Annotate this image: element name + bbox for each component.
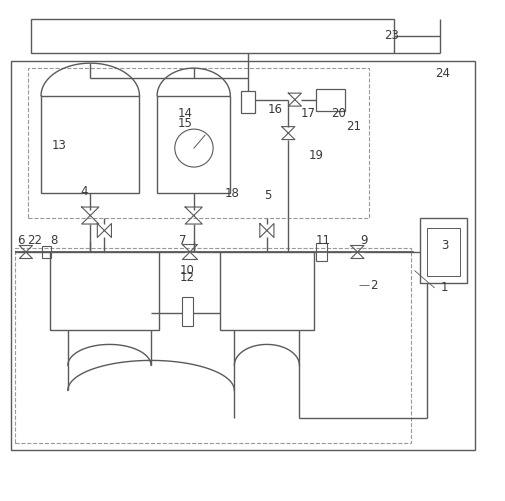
Text: 22: 22 — [27, 234, 42, 247]
Bar — [182, 298, 193, 327]
Bar — [426, 227, 459, 277]
Text: 19: 19 — [308, 149, 323, 162]
Bar — [240, 91, 255, 113]
Text: 5: 5 — [264, 189, 271, 202]
Text: 6: 6 — [17, 234, 25, 247]
Text: 3: 3 — [440, 239, 447, 252]
Bar — [50, 252, 159, 331]
Text: 16: 16 — [267, 103, 282, 116]
Bar — [220, 252, 313, 331]
Bar — [419, 218, 467, 283]
Text: 7: 7 — [178, 234, 186, 247]
Text: 23: 23 — [384, 29, 398, 42]
Text: 8: 8 — [50, 234, 57, 247]
Bar — [42, 246, 51, 258]
Text: 1: 1 — [440, 282, 447, 295]
Text: 18: 18 — [224, 186, 239, 199]
Text: 10: 10 — [180, 264, 194, 277]
Bar — [316, 89, 344, 111]
Text: 11: 11 — [316, 234, 330, 247]
Bar — [157, 96, 230, 193]
Bar — [11, 61, 474, 450]
Text: 4: 4 — [80, 185, 87, 198]
Text: 15: 15 — [177, 117, 192, 130]
Bar — [41, 96, 139, 193]
Bar — [31, 19, 393, 53]
Text: 13: 13 — [51, 139, 66, 152]
Text: 2: 2 — [370, 279, 377, 292]
Text: 21: 21 — [346, 120, 361, 133]
Text: 14: 14 — [177, 107, 192, 120]
Bar — [15, 248, 410, 443]
Text: 20: 20 — [331, 107, 345, 120]
Text: 24: 24 — [434, 67, 449, 80]
Text: 9: 9 — [360, 234, 367, 247]
Bar — [316, 243, 327, 261]
Text: 12: 12 — [180, 272, 194, 285]
Text: 17: 17 — [300, 107, 316, 120]
Bar — [28, 68, 368, 218]
